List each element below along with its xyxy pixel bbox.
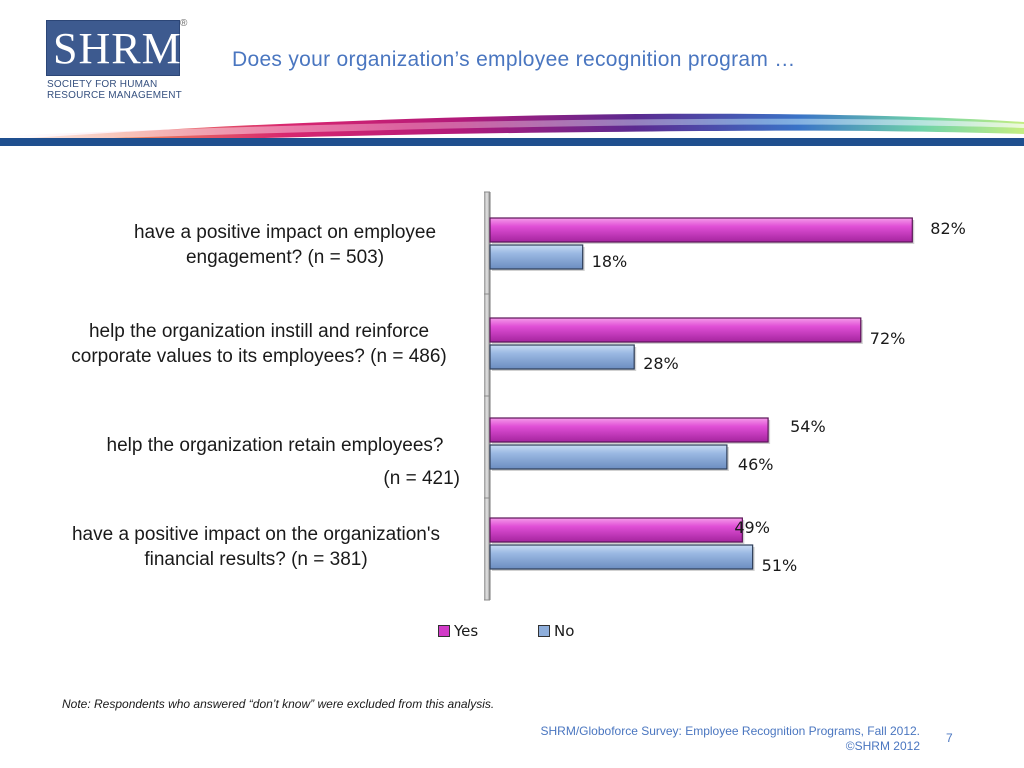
category-label-retain-n: (n = 421) xyxy=(330,466,460,491)
data-label-no: 28% xyxy=(643,354,679,373)
data-label-no: 46% xyxy=(738,455,774,474)
category-label-line: engagement? (n = 503) xyxy=(185,247,385,268)
bar-no xyxy=(489,344,635,370)
legend-swatch-no xyxy=(538,625,550,637)
source-line: SHRM/Globoforce Survey: Employee Recogni… xyxy=(540,724,921,738)
category-label-line: help the organization retain employees? xyxy=(106,435,444,456)
legend-label-no: No xyxy=(554,622,575,640)
category-label-line: financial results? (n = 381) xyxy=(144,549,368,570)
bar-no xyxy=(489,544,754,570)
category-label-values: help the organization instill and reinfo… xyxy=(4,319,514,369)
logo-subtitle-line2: RESOURCE MANAGEMENT xyxy=(47,90,182,101)
category-label-engagement: have a positive impact on employee engag… xyxy=(30,220,540,270)
bar-yes xyxy=(489,517,743,543)
bar-chart-plot: 82% 18% 72% 28% 54% 46% 49% 51% xyxy=(484,191,966,601)
category-label-line: help the organization instill and reinfo… xyxy=(88,321,430,342)
shrm-logo: SHRM ® SOCIETY FOR HUMAN RESOURCE MANAGE… xyxy=(46,18,188,104)
logo-subtitle-line1: SOCIETY FOR HUMAN xyxy=(47,79,158,90)
bar-chart: 82% 18% 72% 28% 54% 46% 49% 51% have a positive… xyxy=(0,180,1024,660)
source-citation: SHRM/Globoforce Survey: Employee Recogni… xyxy=(541,724,921,754)
data-label-no: 51% xyxy=(762,556,798,575)
bar-yes xyxy=(489,317,862,343)
category-label-line: corporate values to its employees? (n = … xyxy=(71,346,447,367)
page-number: 7 xyxy=(946,731,953,745)
bar-yes xyxy=(489,417,769,443)
copyright-line: ©SHRM 2012 xyxy=(845,739,920,753)
category-label-financial: have a positive impact on the organizati… xyxy=(1,522,511,572)
data-label-yes: 49% xyxy=(734,518,770,537)
data-label-yes: 54% xyxy=(790,417,826,436)
data-label-no: 18% xyxy=(592,252,628,271)
legend-item-no: No xyxy=(538,622,574,640)
category-label-line: have a positive impact on the organizati… xyxy=(71,524,440,545)
bar-no xyxy=(489,244,584,270)
logo-letters: SHRM xyxy=(53,24,182,73)
analysis-note: Note: Respondents who answered “don’t kn… xyxy=(62,697,495,711)
legend-swatch-yes xyxy=(438,625,450,637)
legend-label-yes: Yes xyxy=(454,622,479,640)
category-label-retain: help the organization retain employees? xyxy=(20,433,530,458)
data-label-yes: 82% xyxy=(930,219,966,238)
logo-subtitle: SOCIETY FOR HUMAN RESOURCE MANAGEMENT xyxy=(47,79,182,101)
decorative-banner xyxy=(0,106,1024,146)
data-label-yes: 72% xyxy=(870,329,906,348)
bar-yes xyxy=(489,217,913,243)
bar-no xyxy=(489,444,728,470)
logo-box: SHRM xyxy=(46,20,182,76)
legend-item-yes: Yes xyxy=(438,622,478,640)
logo-registered-mark: ® xyxy=(180,18,188,29)
category-label-line: (n = 421) xyxy=(383,468,460,489)
slide-title: Does your organization’s employee recogn… xyxy=(232,48,796,71)
category-label-line: have a positive impact on employee xyxy=(133,222,437,243)
